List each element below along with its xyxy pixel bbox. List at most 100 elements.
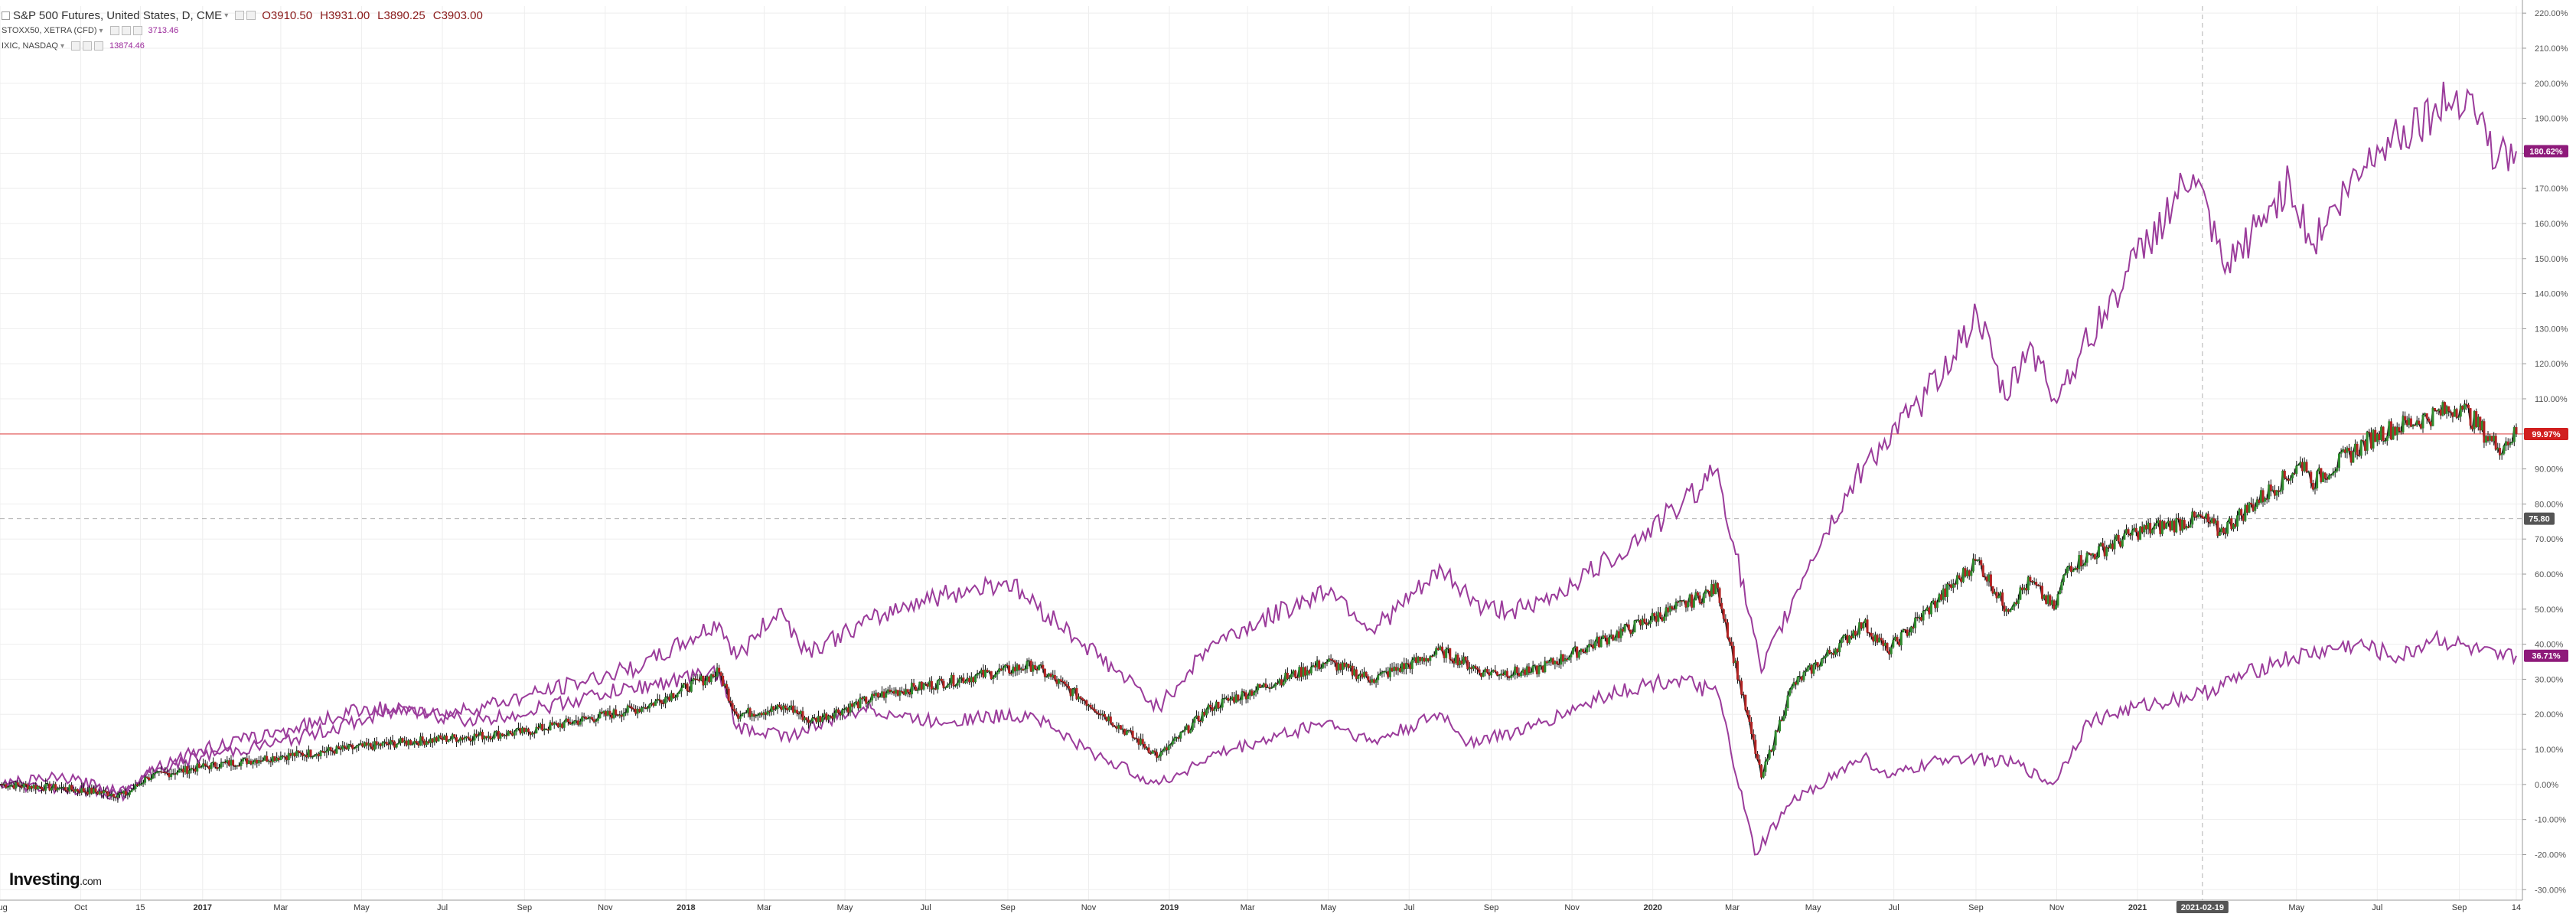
- candle-body: [2398, 427, 2401, 432]
- candle-body: [311, 756, 315, 758]
- candle-body: [1784, 707, 1787, 716]
- candle-body: [585, 716, 588, 720]
- candle-body: [2163, 521, 2166, 529]
- legend-main-row[interactable]: S&P 500 Futures, United States, D, CME ▾…: [2, 8, 491, 23]
- chevron-down-icon[interactable]: ▾: [60, 41, 64, 51]
- legend-row-ixic[interactable]: IXIC, NASDAQ ▾ 13874.46: [2, 38, 491, 54]
- settings-icon[interactable]: [109, 26, 119, 35]
- candle-body: [896, 690, 899, 696]
- candle-body: [1201, 712, 1204, 722]
- settings-icon[interactable]: [235, 11, 245, 20]
- x-tick-label: Sep: [1484, 903, 1499, 912]
- candle-body: [2001, 592, 2004, 606]
- candle-body: [76, 789, 79, 791]
- chevron-down-icon[interactable]: ▾: [99, 26, 103, 35]
- candle-body: [2385, 436, 2389, 441]
- chevron-down-icon[interactable]: ▾: [224, 11, 229, 20]
- candle-body: [1410, 660, 1414, 669]
- candle-body: [2201, 515, 2204, 518]
- candle-body: [433, 737, 436, 742]
- candle-body: [1762, 772, 1765, 778]
- candle-body: [1407, 663, 1410, 665]
- candle-body: [1456, 654, 1459, 665]
- candle-body: [1802, 672, 1805, 680]
- candle-body: [2066, 566, 2069, 574]
- y-axis[interactable]: 220.00%210.00%200.00%190.00%180.00%170.0…: [2522, 9, 2568, 895]
- hide-icon[interactable]: [83, 41, 92, 51]
- hide-icon[interactable]: [121, 26, 131, 35]
- candle-body: [62, 787, 65, 788]
- candle-body: [1627, 624, 1630, 630]
- legend-row-stoxx50[interactable]: STOXX50, XETRA (CFD) ▾ 3713.46: [2, 23, 491, 38]
- candle-body: [2187, 526, 2190, 528]
- crosshair-x-label: 2021-02-19: [2181, 903, 2224, 912]
- close-icon[interactable]: [94, 41, 103, 51]
- candle-body: [950, 674, 953, 684]
- candle-body: [982, 670, 985, 677]
- candle-body: [1655, 615, 1658, 622]
- candle-body: [441, 738, 444, 740]
- candle-body: [1131, 730, 1134, 738]
- candle-body: [634, 709, 637, 714]
- candle-body: [928, 680, 931, 687]
- candle-body: [34, 785, 37, 790]
- candle-body: [1414, 657, 1417, 663]
- candle-body: [1494, 670, 1497, 672]
- candle-body: [531, 733, 534, 735]
- candle-body: [2505, 441, 2508, 446]
- candle-body: [1566, 658, 1569, 661]
- candle-body: [323, 752, 326, 753]
- candle-body: [1635, 620, 1639, 622]
- candle-body: [1272, 686, 1275, 688]
- candle-body: [2240, 509, 2243, 516]
- collapse-icon[interactable]: [2, 11, 10, 20]
- close-icon[interactable]: [132, 26, 142, 35]
- main-series-title[interactable]: S&P 500 Futures, United States, D, CME: [13, 8, 223, 22]
- candle-body: [184, 766, 187, 773]
- candle-body: [1840, 638, 1843, 644]
- candle-body: [1692, 600, 1695, 608]
- settings-icon[interactable]: [71, 41, 80, 51]
- x-axis[interactable]: Aug Oct 15 2017 Mar May Jul Sep Nov 2018 Mar May Jul…: [0, 903, 2521, 912]
- candle-body: [16, 782, 19, 785]
- candle-body: [1810, 664, 1813, 674]
- ixic-title[interactable]: IXIC, NASDAQ: [2, 41, 58, 51]
- candle-body: [242, 759, 245, 762]
- candle-body: [1872, 636, 1875, 641]
- candle-body: [5, 784, 8, 788]
- candle-body: [2141, 526, 2144, 533]
- candle-body: [2216, 521, 2219, 536]
- stoxx50-title[interactable]: STOXX50, XETRA (CFD): [2, 26, 97, 35]
- candle-body: [1661, 617, 1664, 622]
- candle-body: [1358, 674, 1361, 676]
- candle-body: [46, 783, 49, 785]
- candle-body: [467, 736, 470, 739]
- x-tick-label: Mar: [273, 903, 288, 912]
- candle-body: [1147, 747, 1150, 753]
- candle-body: [309, 749, 312, 757]
- candle-body: [1476, 667, 1479, 670]
- series-line: [0, 629, 2517, 856]
- candle-body: [529, 732, 532, 735]
- y-tick-label: 20.00%: [2535, 710, 2564, 720]
- candle-body: [723, 684, 726, 686]
- candle-body: [1940, 594, 1943, 600]
- candle-body: [1886, 643, 1889, 651]
- candle-body: [1423, 658, 1426, 662]
- candle-body: [2124, 529, 2128, 534]
- candle-body: [2075, 568, 2079, 569]
- candle-body: [1429, 656, 1432, 661]
- candle-body: [2025, 588, 2028, 591]
- candle-body: [582, 716, 585, 718]
- hide-icon[interactable]: [246, 11, 256, 20]
- candle-body: [855, 701, 858, 703]
- candle-body: [952, 674, 955, 687]
- candle-body: [80, 788, 83, 793]
- candle-body: [2155, 523, 2158, 526]
- stoxx50-value: 3713.46: [148, 26, 179, 35]
- candle-body: [1302, 667, 1305, 677]
- candle-body: [2160, 521, 2164, 534]
- candle-body: [1544, 661, 1547, 673]
- candle-body: [1237, 694, 1240, 700]
